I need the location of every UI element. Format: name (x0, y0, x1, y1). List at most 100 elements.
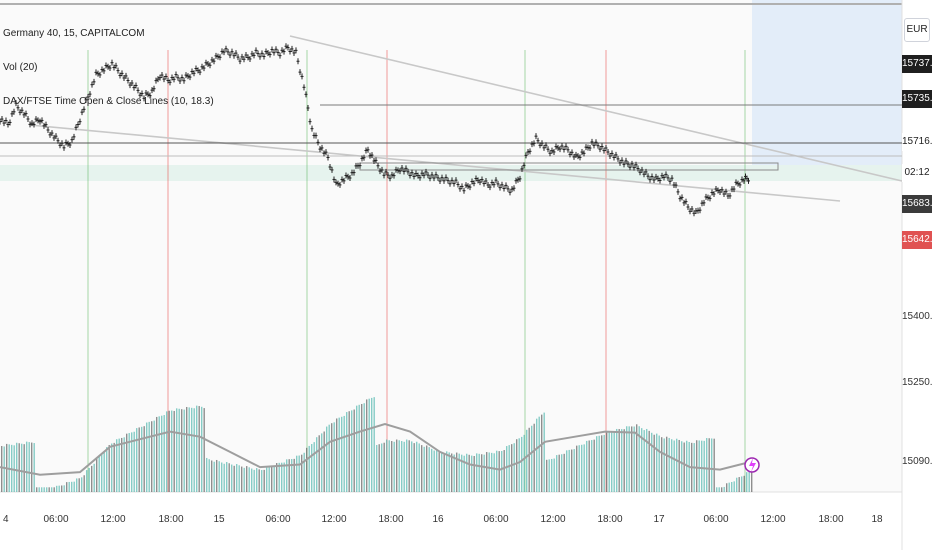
volume-bar (551, 458, 553, 492)
volume-bar (306, 447, 308, 492)
volume-bar (566, 450, 568, 492)
volume-bar (698, 440, 700, 492)
volume-bar (333, 422, 335, 492)
volume-bar (291, 459, 293, 492)
volume-bar (111, 443, 113, 492)
volume-bar (548, 459, 550, 492)
volume-bar (671, 439, 673, 492)
volume-bar (361, 403, 363, 492)
volume-bar (13, 445, 15, 492)
volume-bar (86, 470, 88, 492)
volume-bar (241, 466, 243, 492)
volume-bar (328, 424, 330, 492)
volume-bar (343, 415, 345, 492)
time-axis-label: 18:00 (378, 514, 404, 525)
volume-bar (58, 485, 60, 492)
volume-bar (173, 410, 175, 492)
volume-bar (506, 446, 508, 492)
volume-bar (741, 476, 743, 492)
volume-bar (608, 431, 610, 492)
volume-bar (676, 438, 678, 492)
volume-bar (513, 443, 515, 492)
volume-bar (38, 487, 40, 492)
volume-bar (641, 428, 643, 492)
volume-bar (718, 487, 720, 492)
volume-bar (703, 440, 705, 492)
volume-bar (456, 452, 458, 492)
volume-bar (258, 469, 260, 492)
volume-bar (751, 471, 753, 492)
volume-bar (68, 481, 70, 492)
volume-bar (261, 470, 263, 492)
volume-bar (141, 426, 143, 492)
volume-bar (733, 481, 735, 492)
volume-bar (53, 487, 55, 492)
volume-bar (573, 449, 575, 492)
volume-bar (116, 439, 118, 492)
volume-bar (181, 409, 183, 492)
time-axis-label: 18 (871, 514, 883, 525)
volume-bar (563, 453, 565, 492)
price-label: 15642.1 (902, 231, 932, 249)
volume-bar (528, 427, 530, 492)
volume-bar (596, 436, 598, 492)
volume-bar (543, 412, 545, 492)
lightning-icon (749, 458, 756, 472)
volume-bar (16, 442, 18, 492)
volume-bar (146, 422, 148, 492)
volume-bar (366, 399, 368, 492)
time-axis-label: 17 (653, 514, 665, 525)
volume-bar (91, 465, 93, 492)
volume-bar (661, 437, 663, 492)
volume-bar (253, 469, 255, 492)
volume-bar (746, 472, 748, 492)
volume-bar (448, 452, 450, 492)
volume-bar (386, 439, 388, 492)
legend-indicator[interactable]: DAX/FTSE Time Open & Close Lines (10, 18… (3, 96, 214, 107)
price-label: 15737.9 (902, 55, 932, 73)
volume-bar (213, 461, 215, 492)
volume-bar (93, 463, 95, 492)
volume-bar (638, 426, 640, 492)
volume-bar (483, 454, 485, 492)
volume-bar (436, 449, 438, 492)
volume-bar (201, 406, 203, 492)
volume-bar (331, 423, 333, 492)
volume-bar (538, 416, 540, 492)
volume-bar (403, 441, 405, 492)
volume-bar (226, 462, 228, 492)
volume-bar (418, 443, 420, 492)
volume-bar (736, 477, 738, 492)
currency-button[interactable]: EUR (904, 18, 930, 42)
volume-bar (593, 439, 595, 492)
volume-bar (518, 438, 520, 492)
volume-bar (358, 404, 360, 492)
volume-bar (726, 483, 728, 492)
volume-bar (98, 456, 100, 492)
volume-bar (121, 437, 123, 492)
volume-bar (443, 453, 445, 492)
volume-bar (61, 485, 63, 492)
legend-volume[interactable]: Vol (20) (3, 62, 38, 73)
volume-bar (406, 439, 408, 492)
volume-bar (123, 437, 125, 492)
volume-bar (178, 408, 180, 492)
volume-bar (503, 450, 505, 492)
volume-bar (481, 454, 483, 492)
volume-bar (683, 442, 685, 492)
volume-bar (156, 416, 158, 492)
volume-bar (678, 439, 680, 492)
volume-bar (336, 418, 338, 492)
volume-bar (451, 453, 453, 492)
legend-symbol[interactable]: Germany 40, 15, CAPITALCOM (3, 28, 145, 39)
volume-bar (516, 439, 518, 492)
volume-bar (576, 445, 578, 492)
volume-bar (363, 403, 365, 492)
volume-bar (476, 453, 478, 492)
volume-bar (463, 455, 465, 492)
volume-bar (511, 444, 513, 492)
volume-bar (81, 477, 83, 492)
volume-bar (51, 487, 53, 492)
volume-bar (606, 431, 608, 492)
